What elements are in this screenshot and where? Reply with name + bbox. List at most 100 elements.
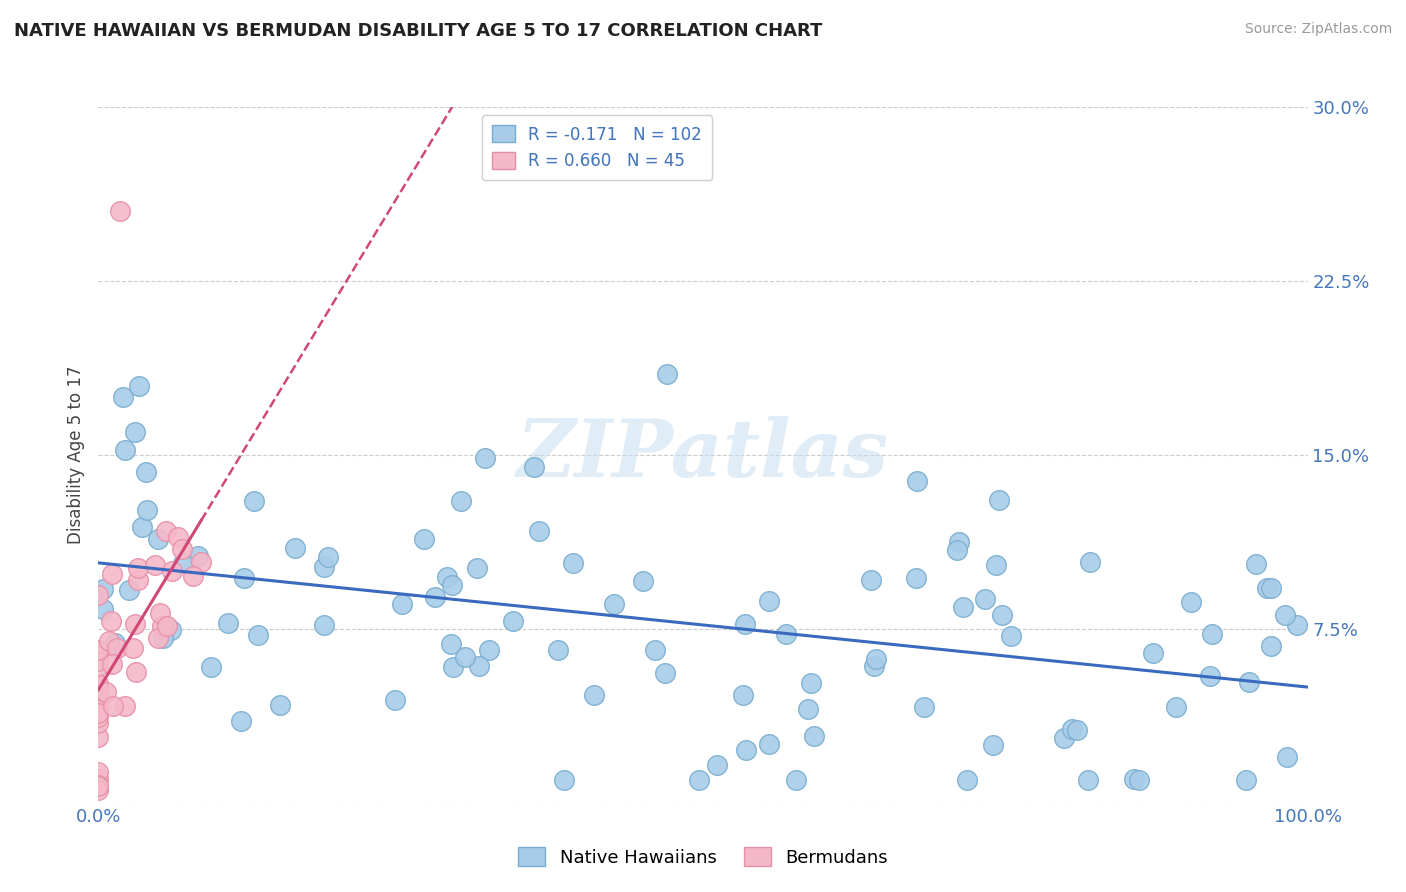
Point (1246, 557, 1268, 571)
Point (269, 698, 291, 713)
Point (187, 549, 209, 563)
Point (155, 524, 177, 538)
Point (391, 597, 413, 611)
Point (87, 677, 110, 691)
Point (156, 618, 179, 632)
Point (87, 710, 110, 724)
Point (1180, 595, 1202, 609)
Point (1077, 772, 1099, 787)
Point (1128, 772, 1150, 787)
Text: NATIVE HAWAIIAN VS BERMUDAN DISABILITY AGE 5 TO 17 CORRELATION CHART: NATIVE HAWAIIAN VS BERMUDAN DISABILITY A… (14, 22, 823, 40)
Point (1237, 675, 1260, 690)
Point (905, 571, 928, 585)
Point (243, 494, 266, 508)
Point (167, 530, 190, 544)
Point (468, 659, 491, 673)
Legend: Native Hawaiians, Bermudans: Native Hawaiians, Bermudans (510, 840, 896, 874)
Point (105, 640, 128, 655)
Point (1256, 581, 1278, 595)
Point (100, 614, 122, 628)
Point (101, 567, 124, 582)
Point (190, 555, 212, 569)
Point (1275, 749, 1298, 764)
Point (800, 675, 823, 690)
Point (946, 543, 969, 558)
Point (87, 779, 110, 793)
Point (478, 643, 501, 657)
Point (803, 729, 825, 743)
Point (1053, 731, 1076, 746)
Point (104, 636, 127, 650)
Point (440, 637, 463, 651)
Point (87, 649, 110, 664)
Point (124, 616, 146, 631)
Point (1201, 627, 1223, 641)
Point (1260, 639, 1282, 653)
Point (734, 617, 756, 632)
Point (1260, 581, 1282, 595)
Point (644, 643, 666, 657)
Point (758, 594, 780, 608)
Point (1166, 700, 1188, 714)
Point (631, 574, 654, 588)
Point (87, 706, 110, 721)
Point (706, 758, 728, 772)
Point (136, 502, 159, 516)
Point (160, 564, 183, 578)
Point (128, 379, 150, 393)
Point (553, 772, 575, 787)
Point (312, 559, 335, 574)
Point (87, 730, 110, 744)
Legend: R = -0.171   N = 102, R = 0.660   N = 45: R = -0.171 N = 102, R = 0.660 N = 45 (482, 115, 711, 180)
Point (981, 739, 1004, 753)
Point (143, 558, 166, 572)
Point (284, 541, 307, 555)
Point (474, 451, 496, 466)
Point (316, 550, 339, 565)
Point (87, 778, 110, 792)
Point (1234, 772, 1257, 787)
Point (547, 642, 569, 657)
Point (146, 631, 169, 645)
Point (436, 570, 458, 584)
Point (172, 556, 194, 570)
Text: Source: ZipAtlas.com: Source: ZipAtlas.com (1244, 22, 1392, 37)
Point (160, 623, 183, 637)
Point (603, 597, 626, 611)
Point (907, 475, 929, 489)
Point (135, 465, 157, 479)
Y-axis label: Disability Age 5 to 17: Disability Age 5 to 17 (67, 366, 86, 544)
Point (865, 652, 887, 666)
Point (1066, 723, 1088, 737)
Point (87, 677, 110, 691)
Point (785, 772, 807, 787)
Point (217, 615, 239, 630)
Point (87, 683, 110, 698)
Point (384, 693, 406, 707)
Point (232, 570, 254, 584)
Point (229, 714, 252, 728)
Point (200, 660, 222, 674)
Point (91, 602, 114, 616)
Point (152, 631, 174, 645)
Point (127, 561, 149, 575)
Point (149, 607, 172, 621)
Point (94, 684, 117, 698)
Point (127, 573, 149, 587)
Point (114, 698, 136, 713)
Text: ZIPatlas: ZIPatlas (517, 417, 889, 493)
Point (973, 592, 995, 607)
Point (247, 628, 270, 642)
Point (181, 569, 204, 583)
Point (125, 665, 148, 679)
Point (1122, 772, 1144, 786)
Point (758, 737, 780, 751)
Point (450, 494, 472, 508)
Point (1274, 607, 1296, 622)
Point (952, 599, 974, 614)
Point (87, 783, 110, 797)
Point (146, 532, 169, 546)
Point (87, 715, 110, 730)
Point (312, 618, 335, 632)
Point (1000, 628, 1022, 642)
